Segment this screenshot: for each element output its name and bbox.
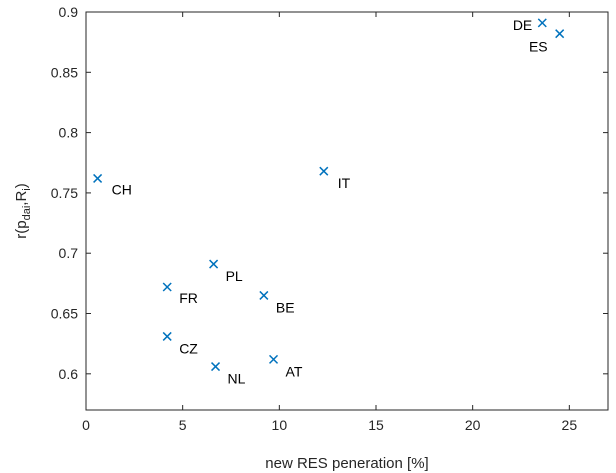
y-tick-label: 0.85: [51, 64, 78, 80]
data-point-label: ES: [529, 39, 548, 55]
data-point-marker: [209, 259, 219, 269]
data-markers: [93, 18, 565, 372]
y-axis-label-mid: ,R: [13, 191, 30, 206]
data-point-label: IT: [338, 175, 351, 191]
y-axis-label-sub2: i: [21, 188, 33, 190]
y-axis-label-end: ): [13, 183, 30, 188]
axis-ticks: [85, 11, 608, 410]
data-point-label: PL: [226, 268, 243, 284]
x-tick-label: 10: [272, 417, 288, 433]
data-point-label: CZ: [179, 340, 198, 356]
data-point-marker: [93, 173, 103, 183]
x-tick-label: 5: [179, 417, 187, 433]
data-point-marker: [259, 290, 269, 300]
data-point-label: NL: [228, 371, 246, 387]
y-tick-label: 0.6: [59, 366, 79, 382]
data-point-marker: [162, 282, 172, 292]
x-tick-label: 0: [82, 417, 90, 433]
x-tick-label: 20: [465, 417, 481, 433]
data-point-marker: [269, 354, 279, 364]
y-axis-label-sub1: dai: [21, 206, 33, 221]
y-tick-label: 0.9: [59, 4, 79, 20]
axis-tick-labels: 0 5 10 15 20 25 0.6 0.65 0.7 0.75 0.8 0.85 0.9: [51, 4, 578, 433]
data-point-label: AT: [286, 363, 303, 379]
y-tick-label: 0.8: [59, 125, 79, 141]
data-point-labels: DE ES CH IT PL FR BE CZ NL AT: [112, 17, 548, 387]
y-axis-label: r(pdai,Ri): [13, 183, 33, 238]
data-point-marker: [162, 331, 172, 341]
data-point-label: DE: [513, 17, 532, 33]
data-point-marker: [319, 166, 329, 176]
x-axis-label: new RES peneration [%]: [265, 455, 428, 472]
data-point-marker: [555, 29, 565, 39]
x-tick-label: 15: [368, 417, 384, 433]
data-point-label: CH: [112, 181, 132, 197]
data-point-marker: [537, 18, 547, 28]
x-tick-label: 25: [562, 417, 578, 433]
y-tick-label: 0.7: [59, 245, 79, 261]
data-point-marker: [211, 362, 221, 372]
data-point-label: FR: [179, 290, 198, 306]
y-axis-label-base: r(p: [13, 220, 30, 238]
data-point-label: BE: [276, 299, 295, 315]
y-tick-label: 0.65: [51, 306, 78, 322]
plot-area-frame: [85, 11, 609, 411]
y-tick-label: 0.75: [51, 185, 78, 201]
